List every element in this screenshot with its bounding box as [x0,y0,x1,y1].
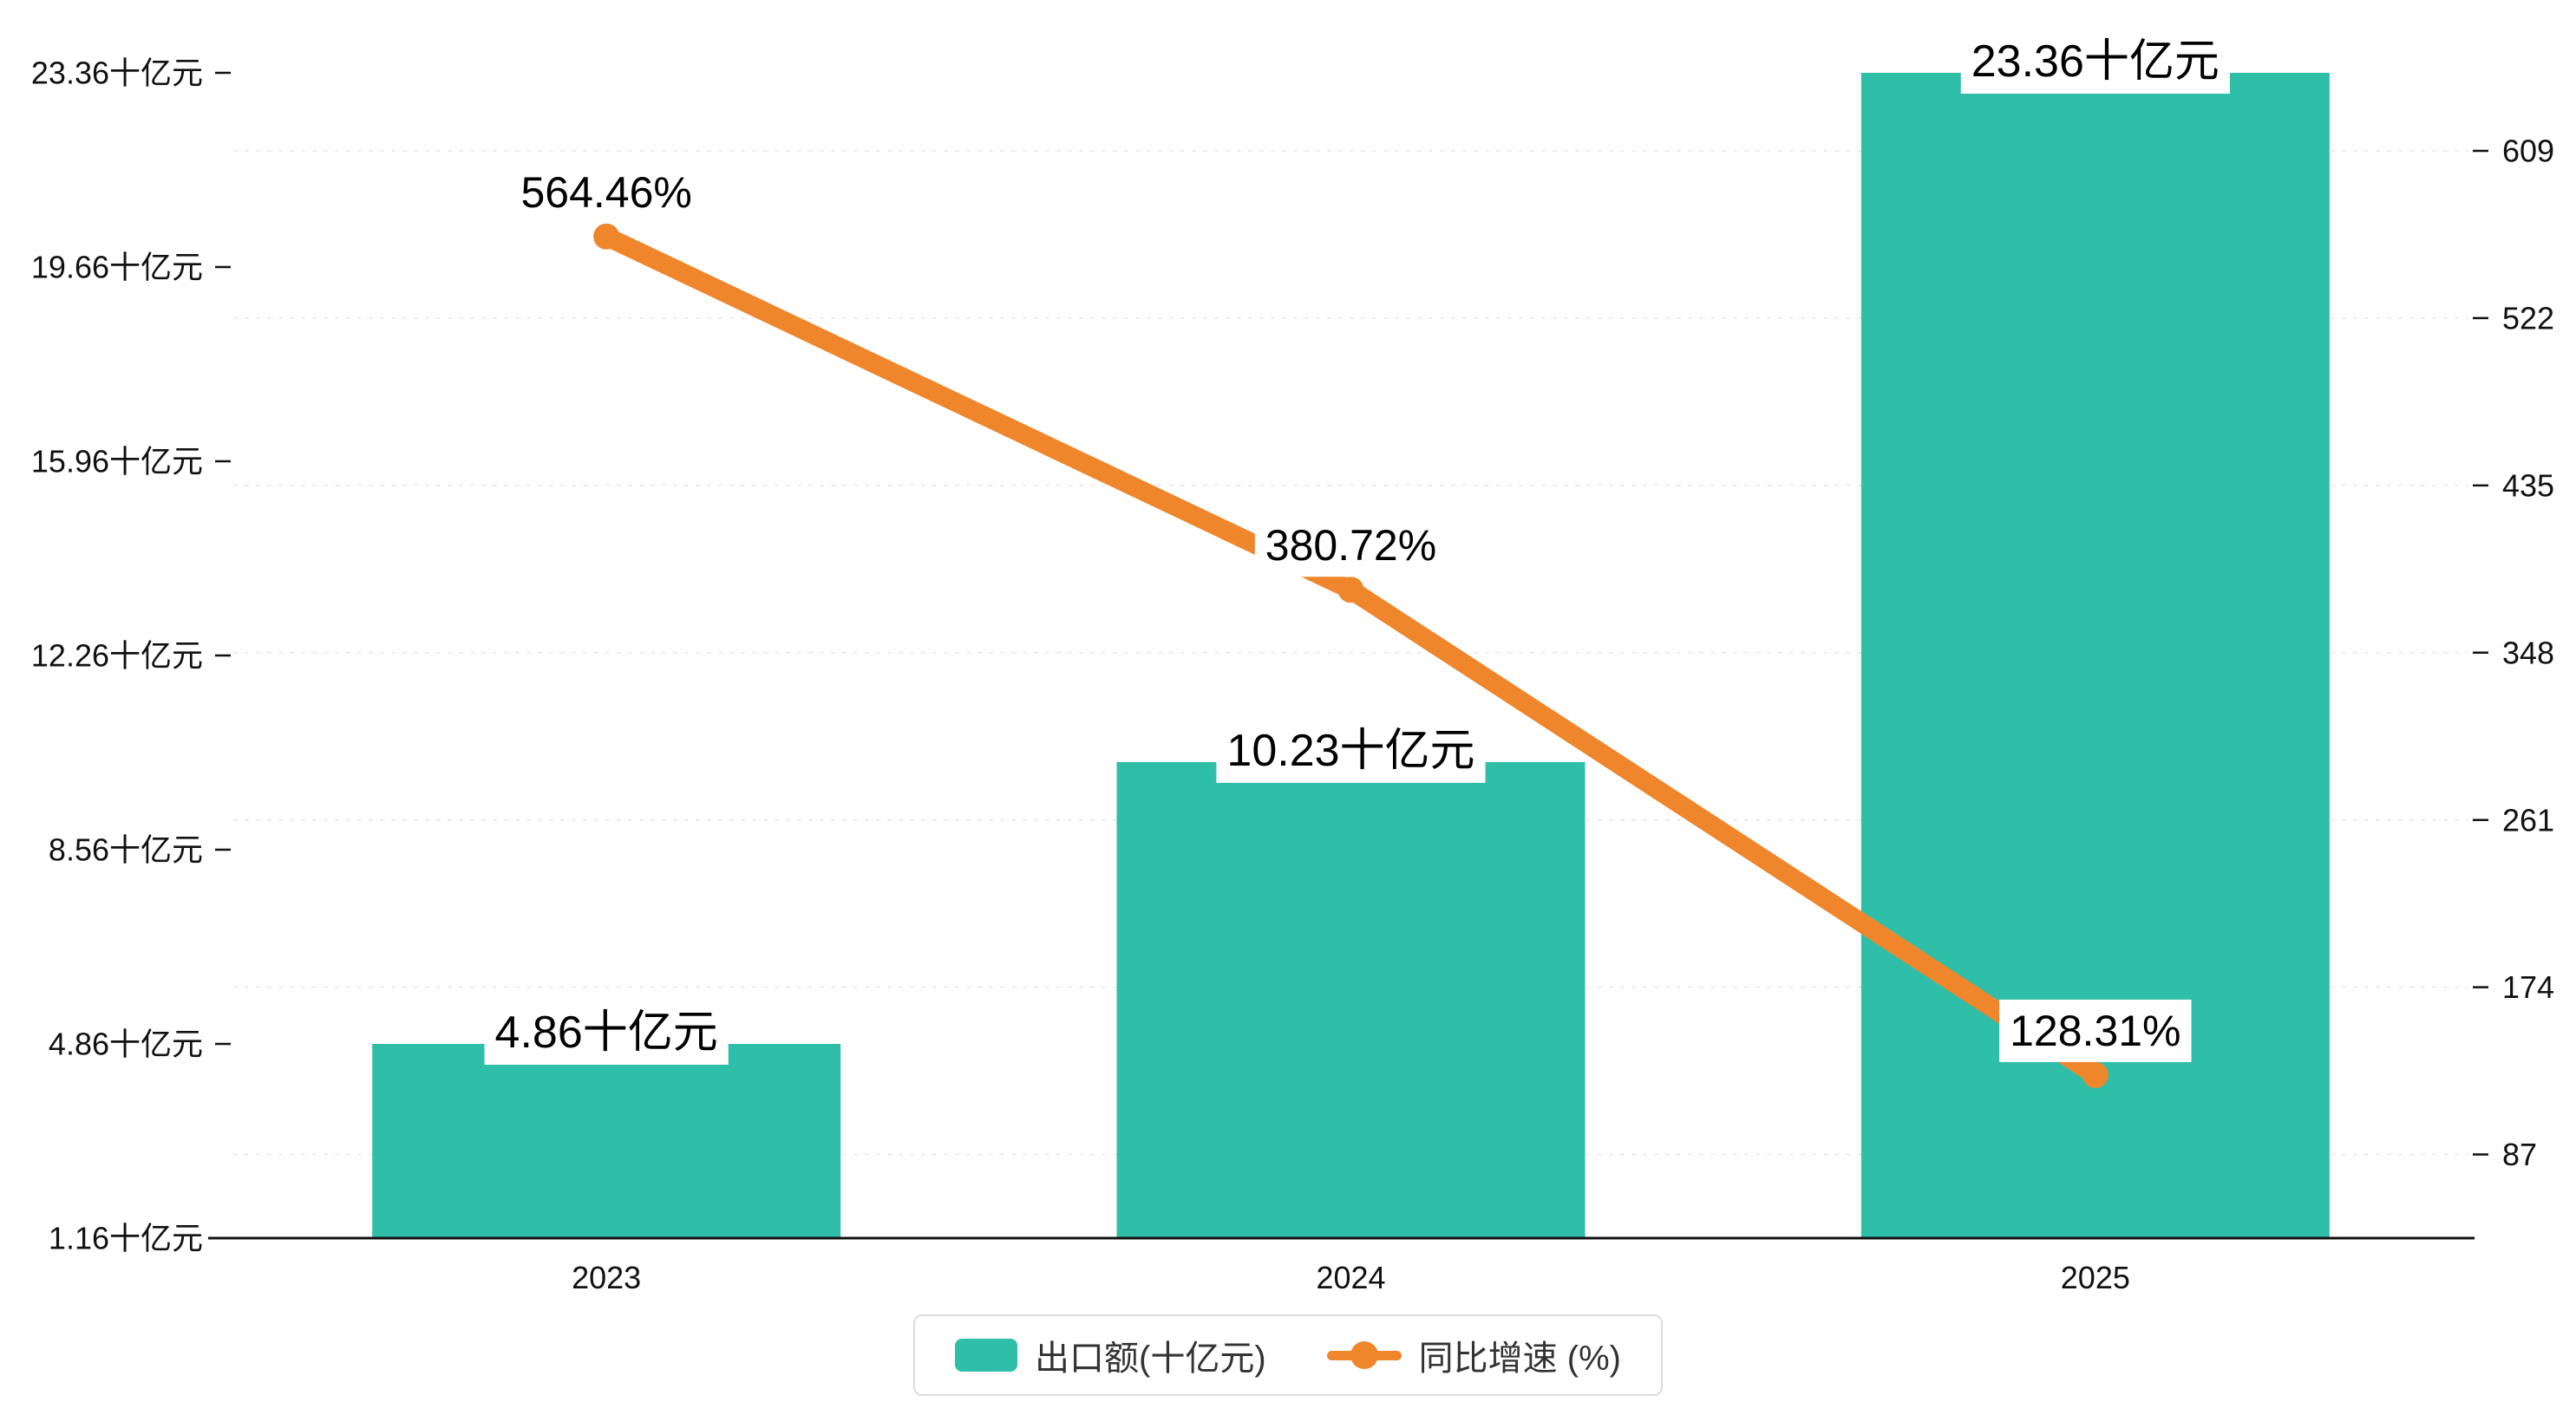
legend-label: 同比增速 (%) [1418,1340,1621,1378]
bar-swatch-icon [955,1339,1018,1372]
right-axis-label: 522 [2502,301,2554,336]
line-value-label-2025: 128.31% [2010,1007,2180,1055]
bar-value-label-2023-bg [484,1001,729,1065]
right-axis-label: 609 [2502,134,2554,169]
bar-value-label-2025-bg [1960,29,2230,94]
x-axis-label-2023: 2023 [572,1260,641,1295]
line-point-2024[interactable] [1337,577,1364,603]
left-axis-label: 15.96十亿元 [31,444,203,479]
legend: 出口额(十亿元) 同比增速 (%) [913,1314,1663,1396]
right-axis-label: 261 [2502,802,2554,838]
line-marker-icon [1326,1339,1402,1372]
left-axis-label: 4.86十亿元 [49,1027,203,1062]
right-axis-label: 348 [2502,635,2554,670]
bar-value-label-2024: 10.23十亿元 [1226,726,1474,776]
legend-item-export[interactable]: 出口额(十亿元) [955,1330,1266,1380]
line-point-2023[interactable] [593,223,620,250]
line-value-label-2025-bg [1999,999,2192,1062]
line-value-label-2024-bg [1254,514,1448,577]
bar-value-label-2025: 23.36十亿元 [1971,36,2220,87]
bar-2024[interactable] [1116,761,1585,1238]
line-dot-icon [1350,1341,1378,1369]
left-axis-label: 8.56十亿元 [49,832,203,868]
bar-value-label-2024-bg [1216,718,1486,783]
line-point-2025[interactable] [2082,1061,2109,1088]
legend-item-growth[interactable]: 同比增速 (%) [1326,1330,1621,1380]
right-axis-label: 87 [2502,1137,2537,1172]
right-axis-label: 435 [2502,467,2554,503]
bar-2023[interactable] [372,1044,841,1238]
left-axis-label: 23.36十亿元 [31,55,203,91]
line-value-label-2023-bg [510,160,703,224]
x-axis-label-2024: 2024 [1316,1260,1385,1295]
left-axis-label: 1.16十亿元 [49,1221,203,1256]
right-axis-label: 174 [2502,969,2554,1005]
legend-label: 出口额(十亿元) [1035,1340,1266,1378]
line-value-label-2023: 564.46% [520,168,691,217]
left-axis-label: 12.26十亿元 [31,638,203,674]
left-axis-label: 19.66十亿元 [31,250,203,285]
bar-value-label-2023: 4.86十亿元 [495,1007,718,1058]
line-value-label-2024: 380.72% [1265,521,1436,570]
x-axis-label-2025: 2025 [2061,1260,2130,1295]
